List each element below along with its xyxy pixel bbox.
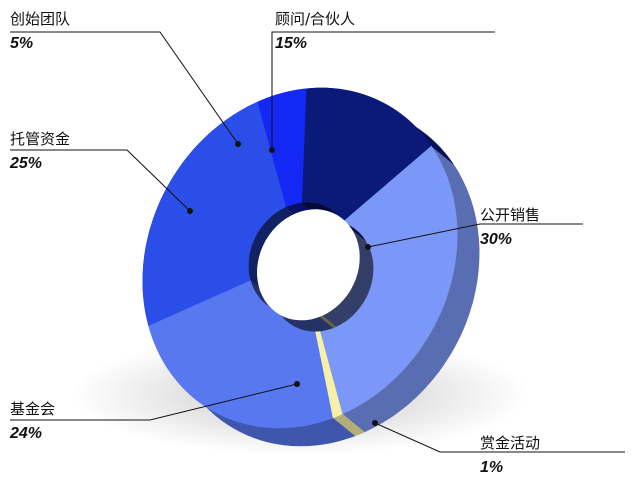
slice-1-label: 公开销售	[480, 206, 540, 224]
slice-1-value-label: 30%	[480, 231, 512, 248]
slice-4-value-label: 25%	[9, 155, 42, 172]
slice-3-label: 基金会	[10, 400, 55, 418]
slice-2-value-label: 1%	[480, 459, 503, 476]
slice-2-label: 赏金活动	[480, 434, 540, 452]
slice-3-leader-line	[10, 383, 298, 421]
slice-6-leader-dot	[269, 147, 275, 153]
slice-6-leader-line	[271, 31, 495, 150]
slice-5-leader-line	[10, 31, 239, 145]
slice-5-value-label: 5%	[10, 35, 33, 52]
slice-6-label: 顾问/合伙人	[275, 10, 355, 28]
slice-5-label: 创始团队	[10, 10, 70, 28]
slice-4-label: 托管资金	[10, 130, 70, 148]
slice-2-leader-dot	[372, 420, 378, 426]
slice-5-leader-dot	[235, 141, 241, 147]
slice-2-leader-line	[374, 422, 625, 453]
slice-3-leader-dot	[294, 381, 300, 387]
slice-1-leader-dot	[365, 244, 371, 250]
slice-4-leader-line	[10, 149, 191, 212]
slice-1-leader-line	[367, 223, 583, 248]
donut-hole	[256, 209, 360, 321]
slice-3-value-label: 24%	[9, 425, 42, 442]
slice-6-value-label: 15%	[275, 35, 307, 52]
slice-4-leader-dot	[187, 208, 193, 214]
